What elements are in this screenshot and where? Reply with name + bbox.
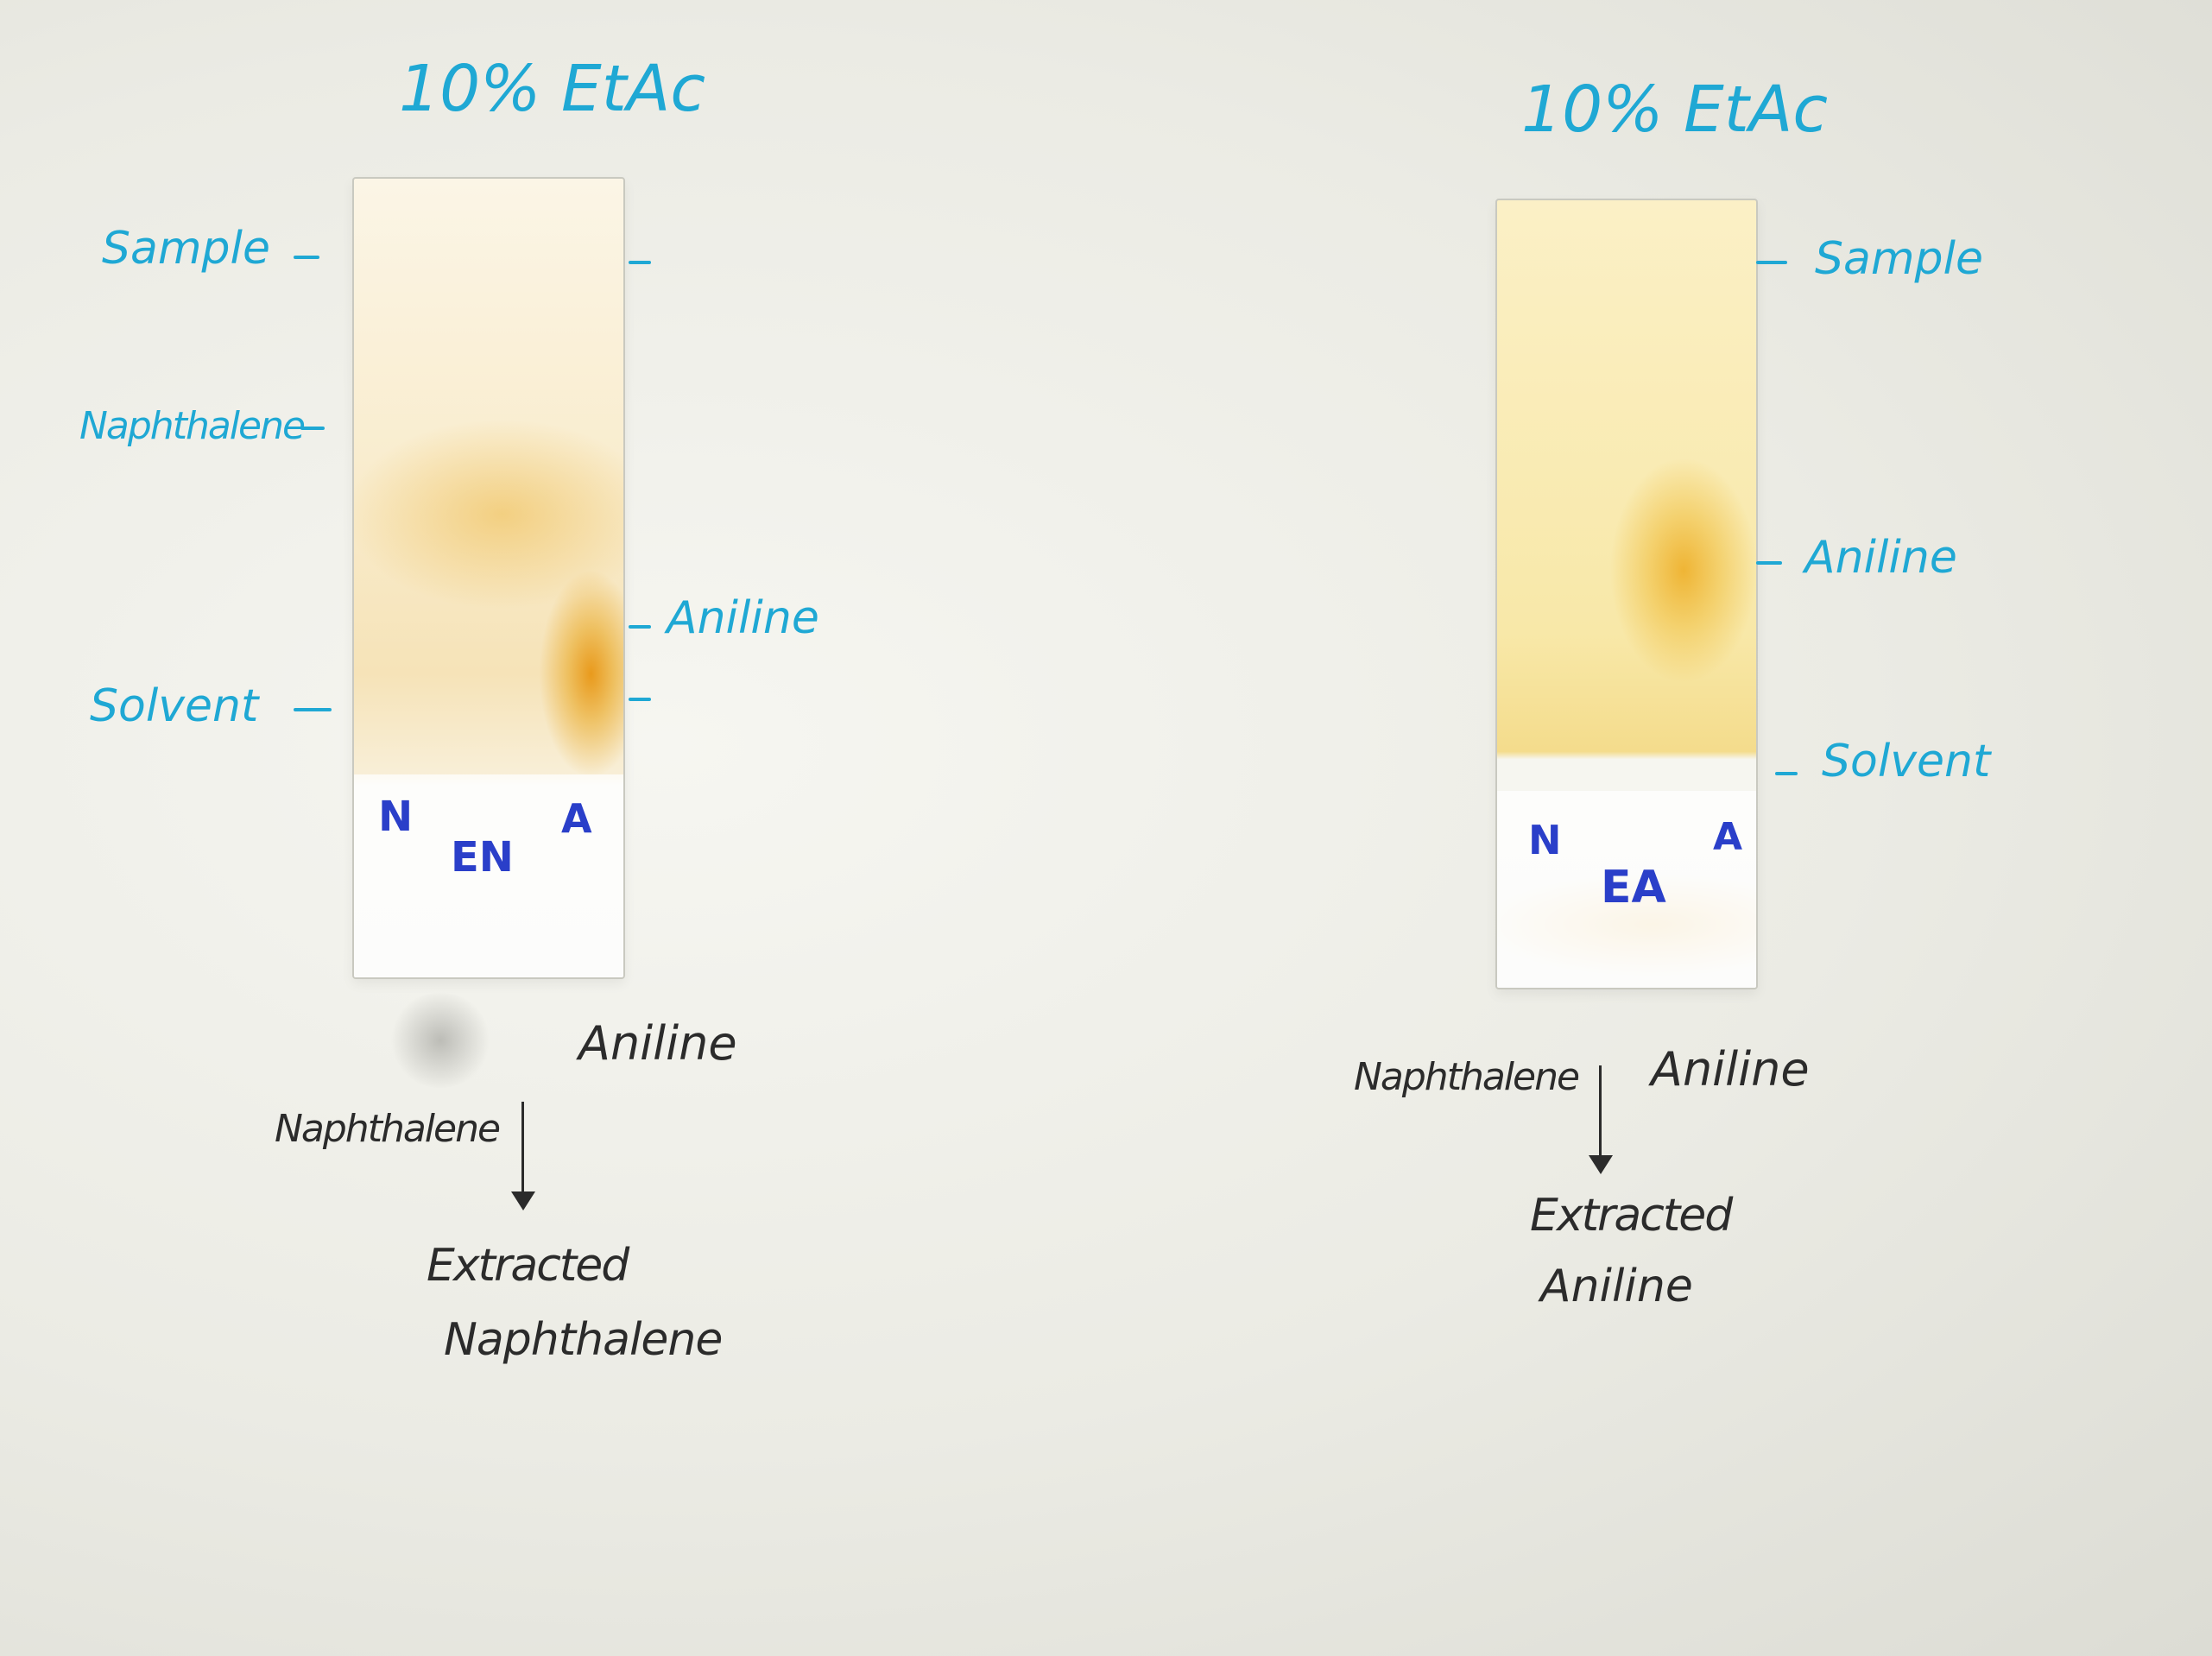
left-label-solvent: Solvent	[90, 680, 259, 732]
right-note-naphthalene: Naphthalene	[1354, 1055, 1580, 1099]
left-lane-a: A	[561, 795, 592, 842]
right-label-sample: Sample	[1815, 233, 1983, 285]
left-aniline-tick	[629, 625, 651, 629]
left-note-arrow-shaft	[521, 1102, 524, 1197]
right-sample-tick	[1756, 261, 1787, 264]
right-note-aniline: Aniline	[1651, 1042, 1810, 1097]
right-tlc-plate: N EA A	[1495, 199, 1758, 989]
left-sample-tick-left	[294, 256, 319, 259]
left-note-arrow-head	[511, 1191, 535, 1210]
left-label-aniline: Aniline	[667, 592, 819, 644]
left-naphthalene-tick	[300, 427, 325, 430]
right-note-extracted-compound: Aniline	[1540, 1261, 1693, 1312]
right-note-arrow-shaft	[1599, 1065, 1602, 1160]
right-note-extracted: Extracted	[1530, 1190, 1733, 1242]
right-lane-n: N	[1528, 817, 1562, 863]
left-title: 10% EtAc	[399, 52, 706, 126]
right-label-aniline: Aniline	[1804, 532, 1957, 584]
left-note-extracted: Extracted	[427, 1240, 629, 1292]
left-solvent-tick-left	[294, 708, 332, 711]
left-shadow	[389, 993, 492, 1088]
right-aniline-tick	[1756, 561, 1782, 565]
left-label-sample: Sample	[102, 223, 270, 275]
left-note-extracted-compound: Naphthalene	[444, 1314, 723, 1366]
left-lane-en: EN	[451, 833, 514, 882]
left-note-aniline: Aniline	[578, 1016, 737, 1071]
left-tlc-plate: N EN A	[352, 177, 625, 979]
left-note-naphthalene: Naphthalene	[275, 1107, 501, 1151]
right-title: 10% EtAc	[1521, 73, 1829, 147]
right-note-arrow-head	[1589, 1155, 1613, 1174]
left-lane-n: N	[378, 793, 414, 841]
left-sample-tick-right	[629, 261, 651, 264]
left-label-naphthalene: Naphthalene	[79, 404, 306, 448]
right-label-solvent: Solvent	[1822, 736, 1991, 787]
right-lane-ea: EA	[1601, 862, 1666, 913]
right-solvent-tick	[1775, 772, 1798, 775]
right-lane-a: A	[1713, 815, 1743, 859]
left-solvent-tick-right	[629, 698, 651, 701]
